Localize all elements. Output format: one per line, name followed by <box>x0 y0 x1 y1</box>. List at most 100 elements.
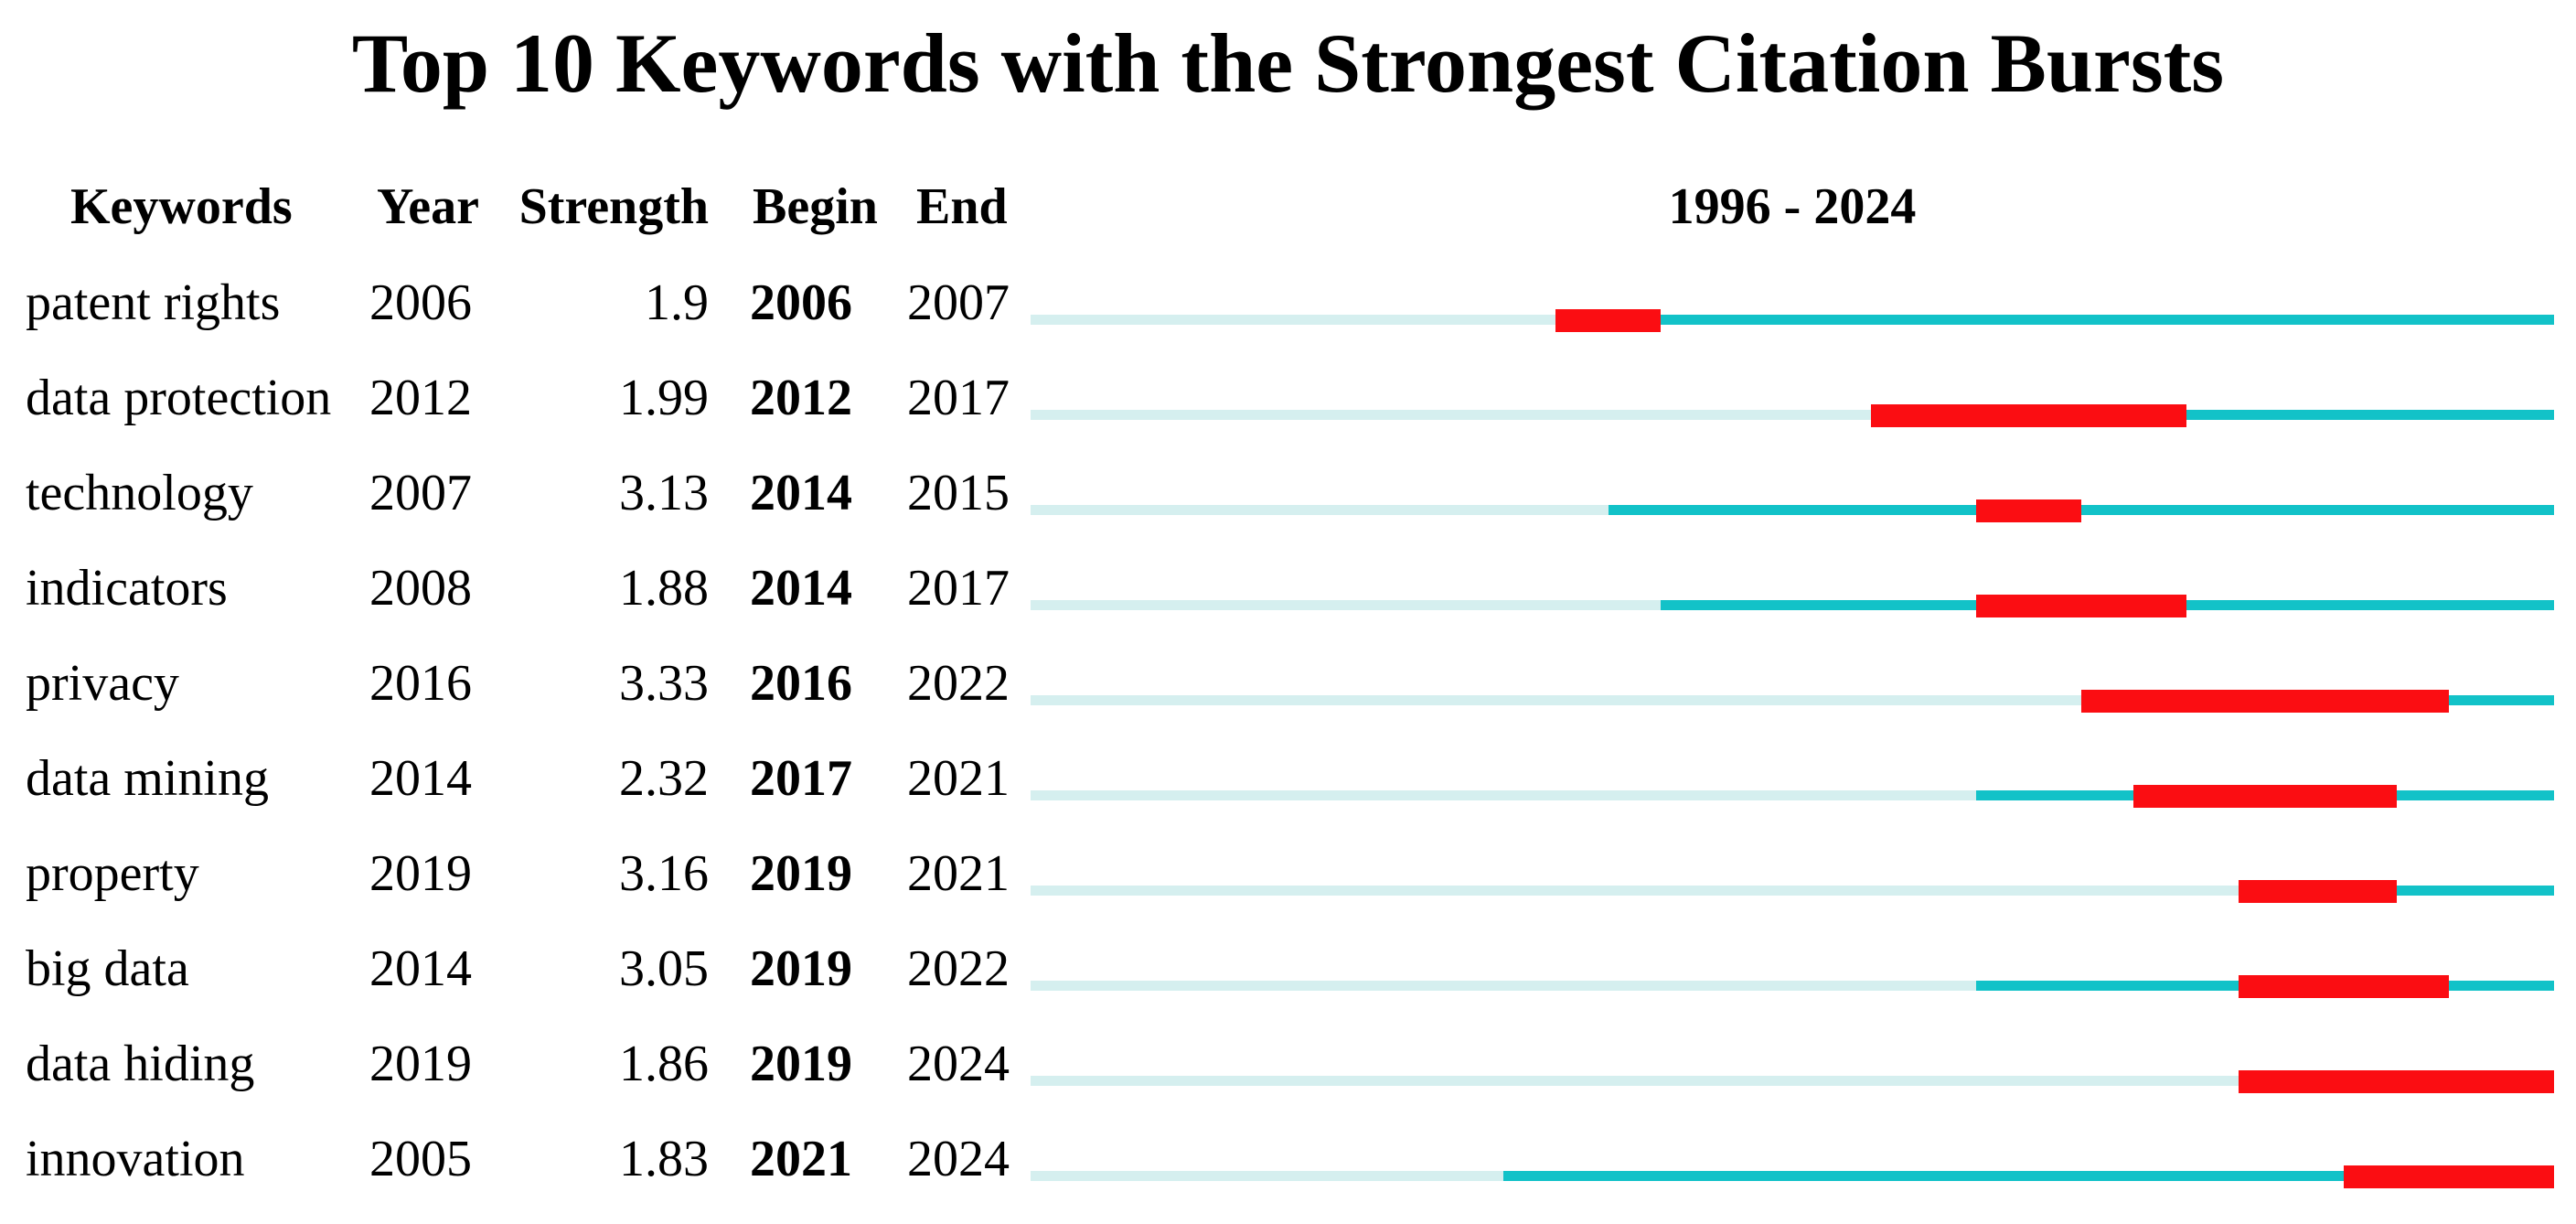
burst-segment <box>1976 595 2186 617</box>
begin-cell: 2016 <box>750 655 852 712</box>
keyword-cell: data mining <box>26 750 269 807</box>
burst-timeline-bar <box>1031 463 2554 558</box>
chart-title: Top 10 Keywords with the Strongest Citat… <box>351 16 2225 110</box>
burst-segment <box>2133 785 2397 808</box>
begin-cell: 2019 <box>750 940 852 997</box>
burst-timeline-bar <box>1031 843 2554 939</box>
pre-period-segment <box>1031 600 1662 610</box>
keyword-cell: big data <box>26 940 189 997</box>
burst-segment <box>2239 880 2397 903</box>
begin-cell: 2019 <box>750 845 852 902</box>
end-cell: 2007 <box>907 274 1010 331</box>
keyword-cell: data protection <box>26 370 332 426</box>
burst-segment <box>2080 690 2450 713</box>
col-header-keywords: Keywords <box>70 178 293 235</box>
post-period-segment <box>2396 790 2554 800</box>
post-period-segment <box>2186 410 2554 420</box>
post-period-segment <box>1661 315 2554 325</box>
table-row: indicators 2008 1.88 2014 2017 <box>0 558 2576 653</box>
table-row: patent rights 2006 1.9 2006 2007 <box>0 273 2576 368</box>
pre-period-segment <box>1031 1171 1504 1181</box>
strength-cell: 3.16 <box>619 845 709 902</box>
begin-cell: 2006 <box>750 274 852 331</box>
burst-timeline-bar <box>1031 558 2554 653</box>
table-row: data mining 2014 2.32 2017 2021 <box>0 748 2576 843</box>
strength-cell: 1.88 <box>619 560 709 617</box>
col-header-end: End <box>916 178 1008 235</box>
burst-timeline-bar <box>1031 273 2554 368</box>
begin-cell: 2021 <box>750 1131 852 1187</box>
timeline-range-header: 1996 - 2024 <box>1668 178 1917 235</box>
burst-segment <box>1871 404 2186 427</box>
table-row: data hiding 2019 1.86 2019 2024 <box>0 1034 2576 1129</box>
post-period-segment <box>2449 695 2554 705</box>
table-row: technology 2007 3.13 2014 2015 <box>0 463 2576 558</box>
post-period-segment <box>2186 600 2554 610</box>
begin-cell: 2014 <box>750 560 852 617</box>
year-cell: 2014 <box>369 940 472 997</box>
keyword-cell: privacy <box>26 655 179 712</box>
year-cell: 2005 <box>369 1131 472 1187</box>
burst-segment <box>2239 975 2450 998</box>
year-cell: 2007 <box>369 465 472 521</box>
year-cell: 2016 <box>369 655 472 712</box>
burst-segment <box>1976 499 2081 522</box>
end-cell: 2021 <box>907 845 1010 902</box>
table-row: data protection 2012 1.99 2012 2017 <box>0 368 2576 463</box>
pre-period-segment <box>1031 315 1556 325</box>
end-cell: 2021 <box>907 750 1010 807</box>
strength-cell: 3.13 <box>619 465 709 521</box>
burst-timeline-bar <box>1031 653 2554 748</box>
post-period-segment <box>2449 981 2554 991</box>
table-row: privacy 2016 3.33 2016 2022 <box>0 653 2576 748</box>
col-header-strength: Strength <box>518 178 709 235</box>
end-cell: 2017 <box>907 370 1010 426</box>
begin-cell: 2019 <box>750 1036 852 1092</box>
pre-period-segment <box>1031 695 2081 705</box>
year-cell: 2006 <box>369 274 472 331</box>
burst-timeline-bar <box>1031 1129 2554 1224</box>
keyword-cell: data hiding <box>26 1036 255 1092</box>
strength-cell: 1.9 <box>645 274 709 331</box>
keyword-cell: technology <box>26 465 253 521</box>
strength-cell: 2.32 <box>619 750 709 807</box>
begin-cell: 2017 <box>750 750 852 807</box>
table-row: big data 2014 3.05 2019 2022 <box>0 939 2576 1034</box>
end-cell: 2024 <box>907 1131 1010 1187</box>
col-header-year: Year <box>377 178 479 235</box>
end-cell: 2022 <box>907 940 1010 997</box>
table-row: property 2019 3.16 2019 2021 <box>0 843 2576 939</box>
strength-cell: 3.05 <box>619 940 709 997</box>
pre-period-segment <box>1031 410 1872 420</box>
strength-cell: 3.33 <box>619 655 709 712</box>
keyword-cell: indicators <box>26 560 228 617</box>
year-cell: 2008 <box>369 560 472 617</box>
active-period-segment <box>1661 600 1977 610</box>
end-cell: 2024 <box>907 1036 1010 1092</box>
keyword-cell: property <box>26 845 199 902</box>
post-period-segment <box>2080 505 2554 515</box>
end-cell: 2015 <box>907 465 1010 521</box>
burst-segment <box>2239 1070 2554 1093</box>
keyword-cell: innovation <box>26 1131 245 1187</box>
pre-period-segment <box>1031 790 1977 800</box>
pre-period-segment <box>1031 981 1977 991</box>
pre-period-segment <box>1031 505 1609 515</box>
year-cell: 2019 <box>369 1036 472 1092</box>
begin-cell: 2012 <box>750 370 852 426</box>
active-period-segment <box>1976 790 2134 800</box>
active-period-segment <box>1503 1171 2345 1181</box>
year-cell: 2012 <box>369 370 472 426</box>
end-cell: 2022 <box>907 655 1010 712</box>
year-cell: 2019 <box>369 845 472 902</box>
active-period-segment <box>1976 981 2239 991</box>
end-cell: 2017 <box>907 560 1010 617</box>
burst-timeline-bar <box>1031 1034 2554 1129</box>
strength-cell: 1.83 <box>619 1131 709 1187</box>
pre-period-segment <box>1031 886 2239 896</box>
year-cell: 2014 <box>369 750 472 807</box>
burst-segment <box>1555 309 1662 332</box>
begin-cell: 2014 <box>750 465 852 521</box>
burst-timeline-bar <box>1031 368 2554 463</box>
